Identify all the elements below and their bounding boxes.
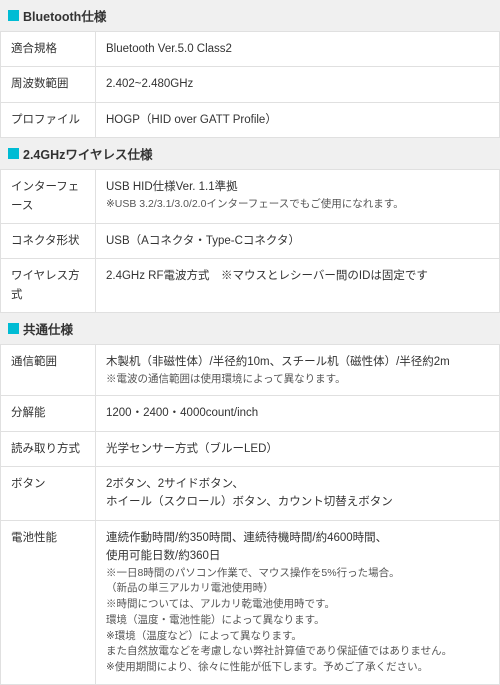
spec-label: 電池性能 (1, 520, 96, 684)
spec-value-main: HOGP（HID over GATT Profile） (106, 111, 489, 129)
spec-label: コネクタ形状 (1, 223, 96, 258)
table-row: ワイヤレス方式 2.4GHz RF電波方式 ※マウスとレシーバー間のIDは固定です (1, 259, 500, 313)
spec-label: インターフェース (1, 170, 96, 224)
spec-label: 通信範囲 (1, 345, 96, 396)
spec-table: インターフェースUSB HID仕様Ver. 1.1準拠※USB 3.2/3.1/… (0, 169, 500, 313)
spec-value-note: ※USB 3.2/3.1/3.0/2.0インターフェースでもご使用になれます。 (106, 197, 489, 213)
spec-value-note: ※一日8時間のパソコン作業で、マウス操作を5%行った場合。 （新品の単三アルカリ… (106, 566, 489, 676)
section-header: 2.4GHzワイヤレス仕様 (0, 138, 500, 169)
table-row: プロファイル HOGP（HID over GATT Profile） (1, 102, 500, 137)
spec-table: 適合規格 Bluetooth Ver.5.0 Class2 周波数範囲 2.402~2… (0, 31, 500, 138)
spec-value: 1200・2400・4000count/inch (96, 396, 500, 431)
spec-value: HOGP（HID over GATT Profile） (96, 102, 500, 137)
spec-value-main: USB HID仕様Ver. 1.1準拠 (106, 178, 489, 196)
table-row: 分解能 1200・2400・4000count/inch (1, 396, 500, 431)
spec-label: 分解能 (1, 396, 96, 431)
spec-value-main: 光学センサー方式（ブルーLED） (106, 440, 489, 458)
spec-label: ボタン (1, 467, 96, 521)
spec-label: 読み取り方式 (1, 431, 96, 466)
table-row: 適合規格 Bluetooth Ver.5.0 Class2 (1, 32, 500, 67)
section-header: Bluetooth仕様 (0, 0, 500, 31)
table-row: 読み取り方式光学センサー方式（ブルーLED） (1, 431, 500, 466)
spec-value-main: 2.4GHz RF電波方式 ※マウスとレシーバー間のIDは固定です (106, 267, 489, 285)
spec-value: 2.402~2.480GHz (96, 67, 500, 102)
square-icon (8, 323, 19, 334)
spec-value: 木製机（非磁性体）/半径約10m、スチール机（磁性体）/半径約2m※電波の通信範… (96, 345, 500, 396)
spec-label: 周波数範囲 (1, 67, 96, 102)
spec-value-main: 1200・2400・4000count/inch (106, 404, 489, 422)
spec-value: USB（Aコネクタ・Type-Cコネクタ） (96, 223, 500, 258)
spec-value-main: 2.402~2.480GHz (106, 75, 489, 93)
table-row: コネクタ形状 USB（Aコネクタ・Type-Cコネクタ） (1, 223, 500, 258)
spec-value: Bluetooth Ver.5.0 Class2 (96, 32, 500, 67)
spec-value: 連続作動時間/約350時間、連続待機時間/約4600時間、 使用可能日数/約36… (96, 520, 500, 684)
square-icon (8, 148, 19, 159)
spec-value-main: USB（Aコネクタ・Type-Cコネクタ） (106, 232, 489, 250)
spec-value-main: 2ボタン、2サイドボタン、 ホイール（スクロール）ボタン、カウント切替えボタン (106, 475, 489, 512)
table-row: 電池性能連続作動時間/約350時間、連続待機時間/約4600時間、 使用可能日数… (1, 520, 500, 684)
table-row: 周波数範囲 2.402~2.480GHz (1, 67, 500, 102)
table-row: 通信範囲木製机（非磁性体）/半径約10m、スチール机（磁性体）/半径約2m※電波… (1, 345, 500, 396)
spec-value-note: ※電波の通信範囲は使用環境によって異なります。 (106, 372, 489, 388)
section-title: 2.4GHzワイヤレス仕様 (23, 144, 153, 163)
section-title: 共通仕様 (23, 319, 73, 338)
spec-value: 2ボタン、2サイドボタン、 ホイール（スクロール）ボタン、カウント切替えボタン (96, 467, 500, 521)
spec-value-main: 木製机（非磁性体）/半径約10m、スチール机（磁性体）/半径約2m (106, 353, 489, 371)
square-icon (8, 10, 19, 21)
table-row: ボタン 2ボタン、2サイドボタン、 ホイール（スクロール）ボタン、カウント切替えボ… (1, 467, 500, 521)
section-title: Bluetooth仕様 (23, 6, 106, 25)
section-header: 共通仕様 (0, 313, 500, 344)
spec-label: プロファイル (1, 102, 96, 137)
spec-value: 2.4GHz RF電波方式 ※マウスとレシーバー間のIDは固定です (96, 259, 500, 313)
spec-label: ワイヤレス方式 (1, 259, 96, 313)
table-row: インターフェースUSB HID仕様Ver. 1.1準拠※USB 3.2/3.1/… (1, 170, 500, 224)
spec-label: 適合規格 (1, 32, 96, 67)
spec-value-main: 連続作動時間/約350時間、連続待機時間/約4600時間、 使用可能日数/約36… (106, 529, 489, 566)
spec-value-main: Bluetooth Ver.5.0 Class2 (106, 40, 489, 58)
spec-value: 光学センサー方式（ブルーLED） (96, 431, 500, 466)
spec-table: 通信範囲木製机（非磁性体）/半径約10m、スチール机（磁性体）/半径約2m※電波… (0, 344, 500, 685)
spec-value: USB HID仕様Ver. 1.1準拠※USB 3.2/3.1/3.0/2.0イ… (96, 170, 500, 224)
